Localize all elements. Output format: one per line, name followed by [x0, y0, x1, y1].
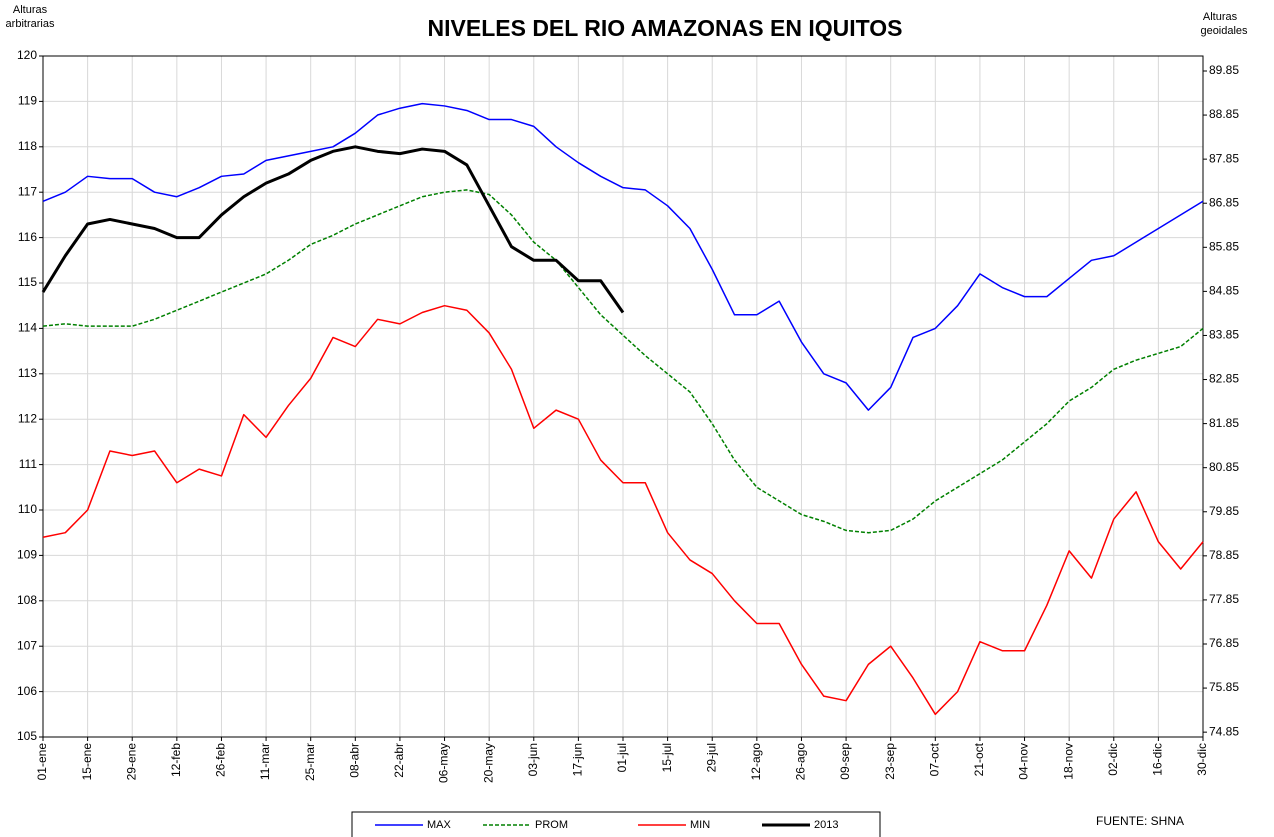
series-line	[41, 145, 625, 314]
y-tick-label: 119	[18, 94, 37, 108]
x-tick-label: 06-may	[437, 743, 451, 783]
legend-label: MAX	[427, 819, 452, 831]
x-tick-label: 26-ago	[794, 743, 808, 781]
y-tick-label: 106	[17, 684, 37, 698]
y-tick-label: 118	[18, 139, 37, 153]
x-tick-label: 02-dic	[1106, 743, 1120, 776]
x-tick-label: 26-feb	[214, 743, 228, 777]
x-tick-label: 08-abr	[347, 743, 361, 778]
y2-label: geoidales	[1200, 25, 1248, 37]
y2-tick-label: 84.85	[1209, 284, 1239, 298]
y2-tick-label: 76.85	[1209, 636, 1239, 650]
x-tick-label: 17-jun	[571, 743, 585, 776]
y2-tick-label: 85.85	[1209, 239, 1239, 253]
y-tick-label: 105	[17, 729, 37, 743]
y2-tick-label: 78.85	[1209, 548, 1239, 562]
x-tick-label: 11-mar	[258, 743, 272, 780]
series-line	[42, 102, 1204, 411]
x-tick-label: 15-jul	[660, 743, 674, 772]
y-tick-label: 120	[17, 48, 37, 62]
x-tick-label: 15-ene	[80, 743, 94, 781]
x-tick-label: 18-nov	[1061, 743, 1075, 780]
legend-box	[351, 811, 881, 837]
y2-tick-label: 75.85	[1209, 680, 1239, 694]
chart-title: NIVELES DEL RIO AMAZONAS EN IQUITOS	[428, 15, 903, 41]
y-tick-label: 114	[18, 321, 37, 335]
series-line	[42, 304, 1204, 716]
y-tick-label: 107	[17, 638, 37, 652]
y2-tick-label: 88.85	[1209, 107, 1239, 121]
y2-tick-label: 82.85	[1209, 372, 1239, 386]
y2-tick-label: 81.85	[1209, 416, 1239, 430]
y2-tick-label: 80.85	[1209, 460, 1239, 474]
legend-label: MIN	[690, 819, 710, 831]
y-tick-label: 116	[18, 230, 37, 244]
y2-tick-label: 77.85	[1209, 592, 1239, 606]
legend-label: PROM	[535, 819, 568, 831]
x-tick-label: 20-may	[481, 743, 495, 783]
legend-label: 2013	[814, 819, 838, 831]
x-tick-label: 22-abr	[392, 743, 406, 778]
y-tick-label: 109	[17, 548, 37, 562]
x-tick-label: 03-jun	[526, 743, 540, 776]
x-tick-label: 04-nov	[1017, 743, 1031, 780]
source: FUENTE: SHNA	[1096, 814, 1184, 828]
y2-tick-label: 79.85	[1209, 504, 1239, 518]
x-tick-label: 30-dic	[1195, 743, 1209, 776]
x-tick-label: 12-ago	[749, 743, 763, 781]
y-tick-label: 113	[18, 366, 37, 380]
x-tick-label: 29-jul	[704, 743, 718, 772]
x-tick-label: 23-sep	[883, 743, 897, 780]
y2-tick-label: 74.85	[1209, 724, 1239, 738]
y2-tick-label: 87.85	[1209, 151, 1239, 165]
y2-tick-label: 83.85	[1209, 328, 1239, 342]
y-tick-label: 111	[19, 457, 38, 471]
y2-tick-label: 86.85	[1209, 195, 1239, 209]
x-tick-label: 12-feb	[169, 743, 183, 777]
x-tick-label: 01-jul	[615, 743, 629, 772]
y2-label: Alturas	[1203, 11, 1238, 23]
x-tick-label: 01-ene	[35, 743, 49, 781]
y-tick-label: 115	[18, 275, 37, 289]
y-label: arbitrarias	[6, 18, 55, 30]
x-tick-label: 07-oct	[927, 742, 941, 776]
series-line	[42, 189, 1204, 534]
y-tick-label: 108	[17, 593, 37, 607]
y2-tick-label: 89.85	[1209, 63, 1239, 77]
x-tick-label: 16-dic	[1151, 743, 1165, 776]
x-tick-label: 21-oct	[972, 742, 986, 776]
y-tick-label: 110	[18, 502, 37, 516]
plot-frame	[42, 55, 1204, 738]
x-tick-label: 25-mar	[303, 743, 317, 781]
y-label: Alturas	[13, 4, 48, 16]
y-tick-label: 117	[18, 184, 37, 198]
y-tick-label: 112	[18, 411, 37, 425]
x-tick-label: 09-sep	[838, 743, 852, 780]
x-tick-label: 29-ene	[124, 743, 138, 781]
